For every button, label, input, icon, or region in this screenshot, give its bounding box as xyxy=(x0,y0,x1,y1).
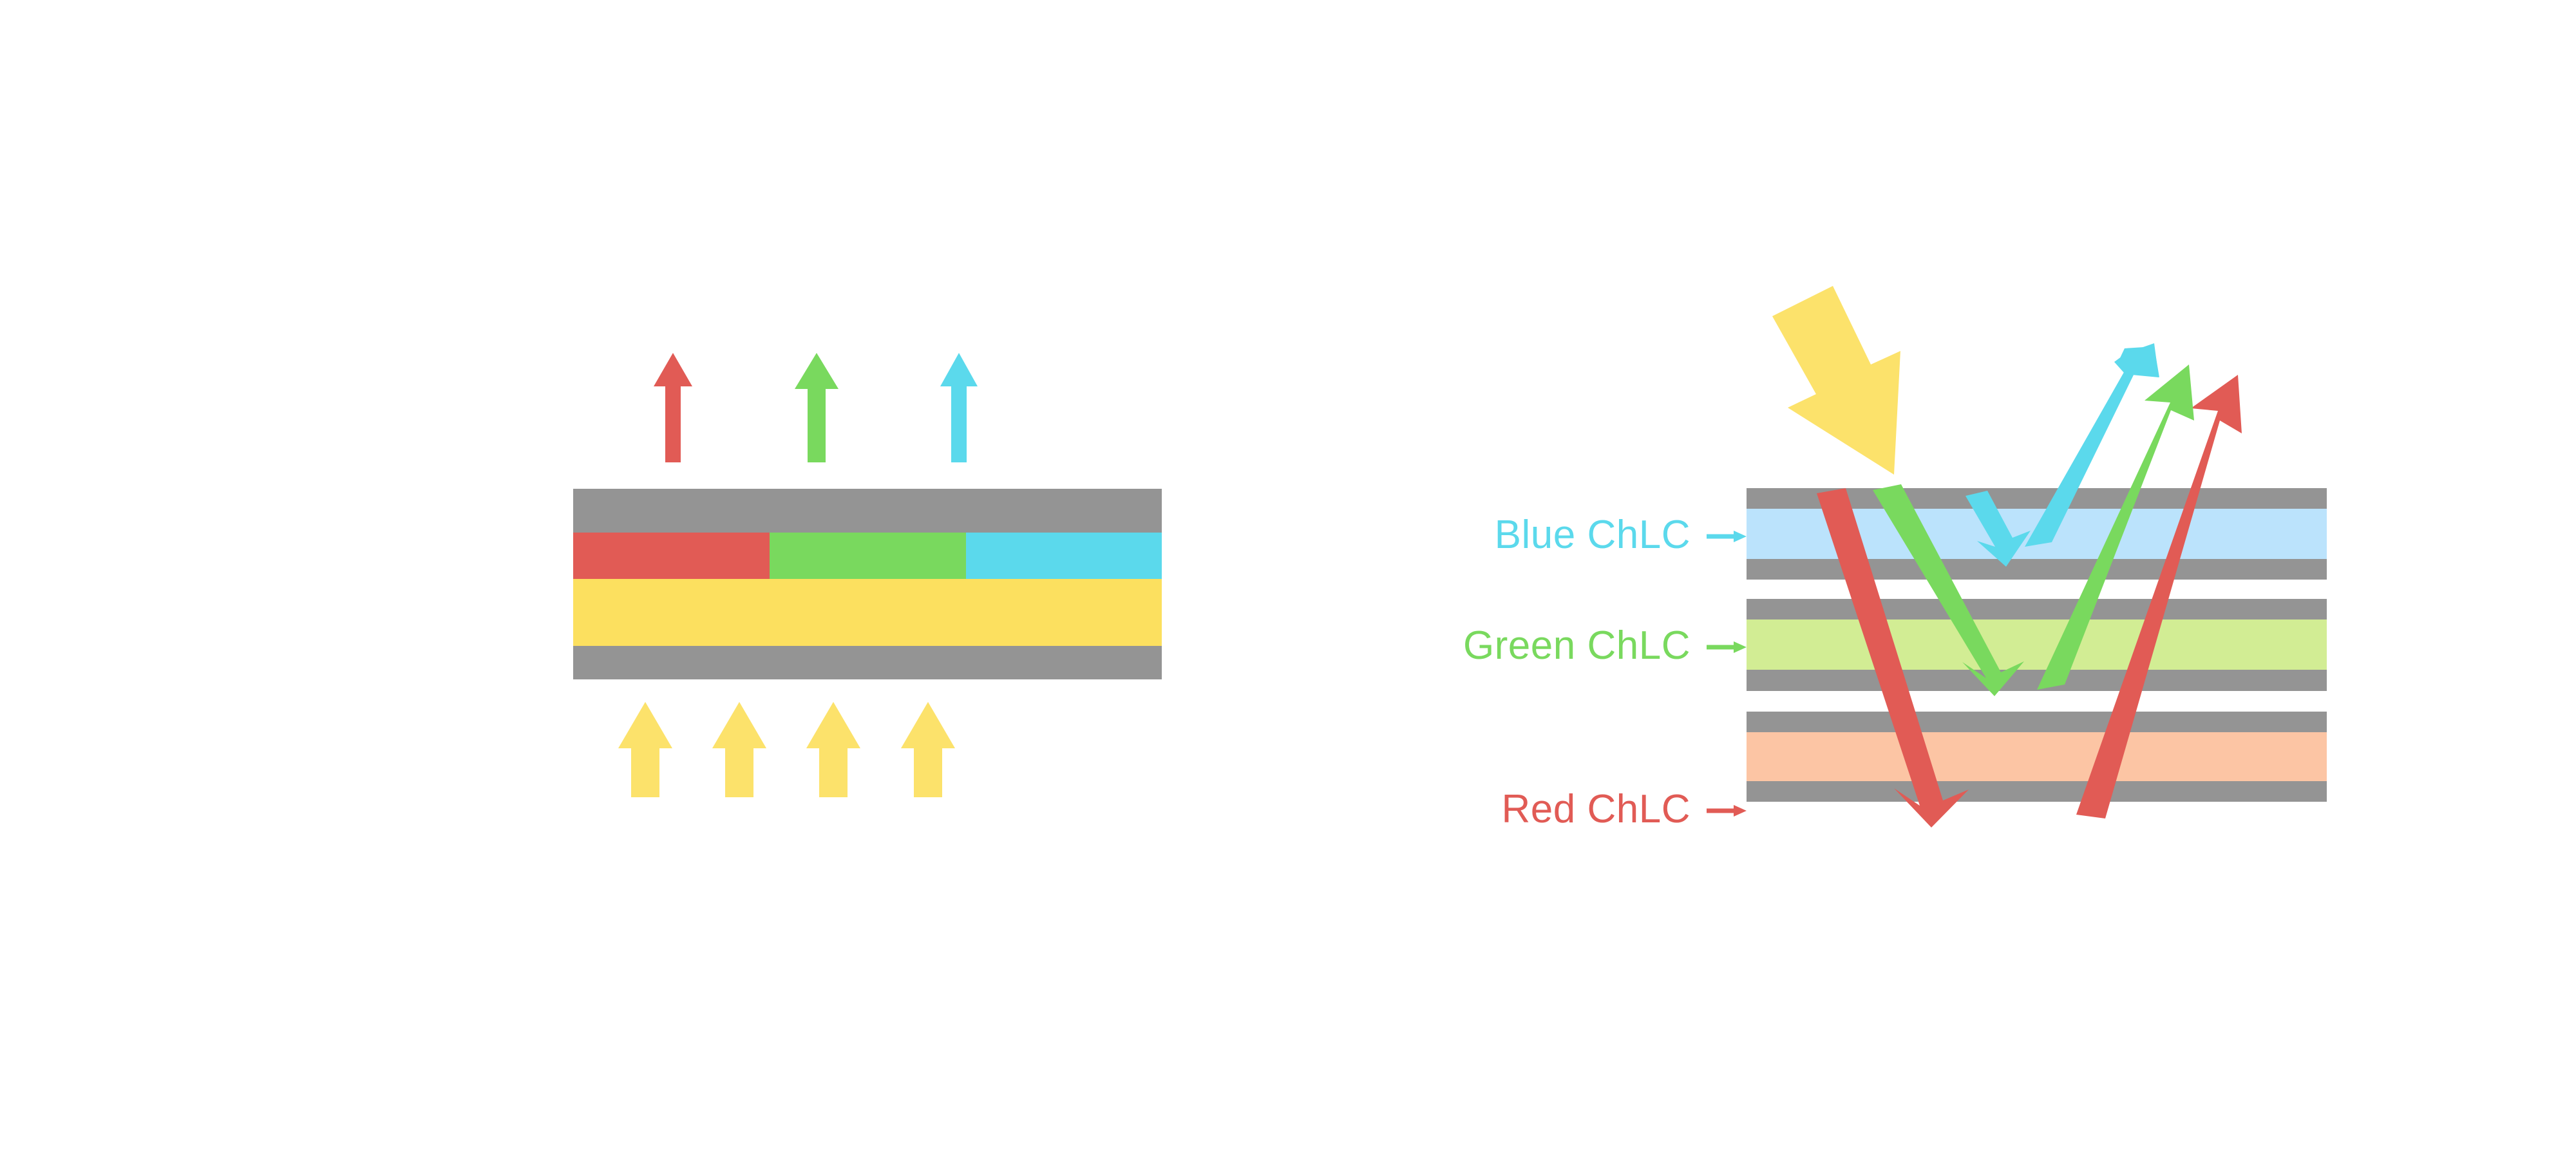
green-reflected-ray xyxy=(2037,364,2194,690)
red-chlc-label-text: Red ChLC xyxy=(1502,787,1690,831)
chlc-layer-stack xyxy=(1747,488,2327,802)
emissive-stack-panel xyxy=(573,353,1162,797)
yellow-backlight-layer xyxy=(573,579,1162,646)
red-reflected-ray xyxy=(2076,375,2242,818)
red-subpixel xyxy=(573,533,770,579)
green-subpixel xyxy=(770,533,966,579)
red-chlc-label-arrow-icon xyxy=(1707,805,1747,817)
blue-cell-bottom-electrode xyxy=(1747,559,2327,580)
cyan-emission-arrow xyxy=(940,353,978,462)
chlc-layer-labels: Blue ChLC Green ChLC Red ChLC xyxy=(1463,513,1747,831)
emissive-layer-stack xyxy=(573,489,1162,679)
green-incident-ray xyxy=(1873,484,2024,696)
backlight-arrow-3 xyxy=(806,702,860,797)
backlight-arrow-4 xyxy=(901,702,955,797)
emitted-light-arrows xyxy=(654,353,978,462)
bottom-gray-substrate xyxy=(573,646,1162,679)
green-chlc-label-arrow-icon xyxy=(1707,641,1747,653)
red-chlc-layer xyxy=(1747,732,2327,781)
blue-incident-ray xyxy=(1965,491,2031,567)
backlight-arrows xyxy=(618,702,955,797)
backlight-arrow-1 xyxy=(618,702,672,797)
incident-white-light-arrow xyxy=(1772,286,1900,475)
green-cell-top-electrode xyxy=(1747,599,2327,620)
red-cell-top-electrode xyxy=(1747,712,2327,732)
red-incident-ray xyxy=(1817,488,1969,828)
green-chlc-layer xyxy=(1747,620,2327,670)
blue-reflected-ray xyxy=(2025,346,2159,547)
backlight-arrow-2 xyxy=(712,702,766,797)
red-cell-bottom-electrode xyxy=(1747,781,2327,802)
red-emission-arrow xyxy=(654,353,692,462)
blue-chlc-label-arrow-icon xyxy=(1707,531,1747,542)
chlc-reflective-stack-panel: Blue ChLC Green ChLC Red ChLC xyxy=(1463,286,2327,831)
cyan-subpixel xyxy=(966,533,1162,579)
green-cell-bottom-electrode xyxy=(1747,670,2327,691)
blue-chlc-label-text: Blue ChLC xyxy=(1495,513,1690,557)
blue-reflected-ray-head xyxy=(2114,343,2159,377)
top-gray-substrate xyxy=(573,489,1162,533)
green-chlc-label-text: Green ChLC xyxy=(1463,623,1690,668)
green-emission-arrow xyxy=(795,353,838,462)
